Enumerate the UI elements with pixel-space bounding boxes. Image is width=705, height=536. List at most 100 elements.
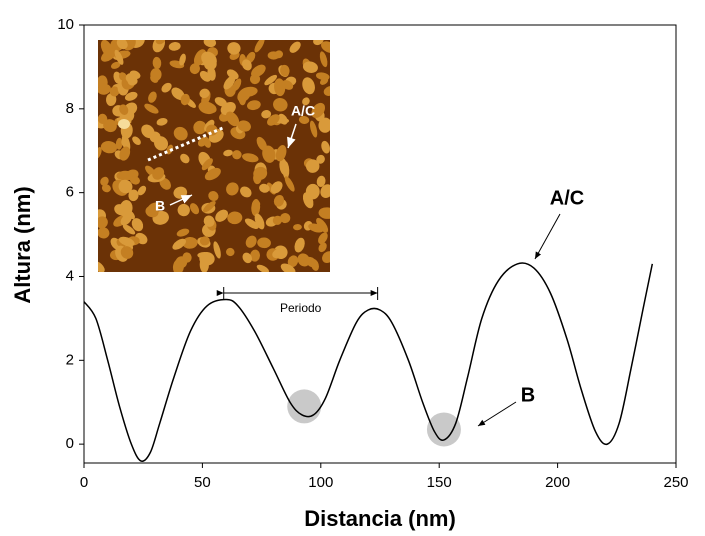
inset-grain — [273, 98, 288, 112]
x-tick-label: 150 — [427, 474, 452, 491]
x-tick-label: 0 — [80, 474, 88, 491]
inset-grain — [98, 83, 111, 95]
inset-grain — [98, 113, 108, 124]
x-tick-label: 250 — [663, 474, 688, 491]
inset-grain — [293, 224, 302, 231]
inset-grain — [256, 136, 267, 151]
inset-grain — [318, 242, 327, 253]
inset-grain — [116, 40, 128, 50]
inset-grain — [261, 110, 272, 119]
inset-arrow — [169, 194, 193, 206]
inset-grain — [159, 177, 171, 190]
inset-grain — [154, 136, 169, 151]
inset-grain — [201, 51, 217, 67]
inset-grain — [245, 235, 257, 248]
y-tick-label: 4 — [66, 267, 74, 284]
inset-grain — [309, 120, 318, 138]
inset-grain — [239, 86, 258, 97]
highlight-circle — [426, 412, 461, 447]
inset-grain — [114, 49, 124, 65]
inset-grain — [321, 140, 330, 154]
inset-grain — [226, 247, 235, 257]
inset-grain — [179, 53, 186, 66]
inset-grain — [137, 185, 147, 196]
inset-grain — [144, 103, 159, 114]
inset-grain — [244, 218, 259, 229]
inset-grain — [315, 72, 330, 81]
inset-grain — [204, 167, 221, 181]
inset-grain — [254, 40, 265, 53]
annotation-arrow — [477, 401, 517, 427]
annotation: B — [521, 384, 535, 406]
inset-grain — [242, 252, 253, 264]
inset-grain — [131, 218, 144, 232]
inset-grain — [155, 40, 166, 45]
inset-grain — [311, 102, 326, 118]
inset-grain — [273, 194, 285, 207]
inset-grain — [119, 146, 131, 161]
inset-grain — [305, 183, 320, 200]
inset-grain — [226, 182, 239, 196]
inset-grain — [280, 263, 296, 272]
inset-grain — [226, 69, 239, 80]
inset-grain — [270, 181, 283, 194]
inset-grain — [225, 111, 240, 127]
inset-grain — [172, 238, 186, 250]
inset-grain — [256, 264, 270, 272]
inset-grain — [101, 184, 111, 193]
inset-grain — [240, 186, 252, 198]
inset-grain — [208, 191, 219, 202]
inset-grain — [189, 63, 200, 75]
inset-grain — [150, 68, 162, 81]
inset-grain — [223, 75, 236, 90]
inset-grain — [201, 158, 213, 171]
inset-grain — [177, 203, 190, 217]
inset-grain — [189, 203, 200, 215]
inset-grain — [173, 126, 188, 141]
plot-frame — [83, 24, 677, 464]
inset-grain — [264, 74, 278, 86]
y-tick-label: 10 — [57, 16, 74, 33]
inset-grain — [316, 175, 326, 187]
inset-grain — [152, 56, 162, 70]
inset-grain — [308, 223, 324, 233]
annotation: Periodo — [280, 301, 322, 315]
inset-grain — [98, 227, 110, 239]
inset-grain — [319, 51, 328, 68]
x-tick-label: 200 — [545, 474, 570, 491]
y-axis-title: Altura (nm) — [10, 186, 35, 303]
inset-grain — [227, 42, 241, 55]
x-axis-title: Distancia (nm) — [304, 506, 456, 531]
inset-grain — [182, 252, 192, 263]
inset-grain — [237, 120, 251, 132]
inset-grain — [215, 209, 229, 222]
inset-grain — [98, 147, 102, 159]
inset-grain — [199, 236, 210, 246]
inset-grain — [148, 91, 157, 103]
inset-grain — [147, 202, 161, 213]
inset-grain — [322, 251, 330, 263]
inset-grain — [101, 48, 117, 62]
inset-grain — [310, 259, 319, 271]
inset-grain — [302, 97, 310, 106]
afm-inset — [98, 40, 330, 272]
inset-grain — [289, 41, 301, 53]
inset-grain — [202, 136, 211, 148]
inset-grain — [250, 249, 260, 262]
annotation: A/C — [550, 187, 584, 209]
inset-grain — [279, 158, 288, 176]
inset-grain — [100, 140, 118, 154]
inset-grain — [103, 119, 117, 133]
inset-grain — [168, 42, 181, 51]
inset-grain — [275, 145, 287, 162]
inset-grain — [318, 207, 330, 219]
inset-grain — [129, 70, 141, 79]
inset-grain — [302, 61, 318, 73]
inset-grain — [109, 86, 120, 97]
inset-grain — [232, 78, 242, 91]
inset-grain — [213, 241, 221, 259]
inset-grain — [223, 149, 233, 157]
inset-grain — [120, 213, 132, 226]
inset-grain — [259, 183, 270, 193]
